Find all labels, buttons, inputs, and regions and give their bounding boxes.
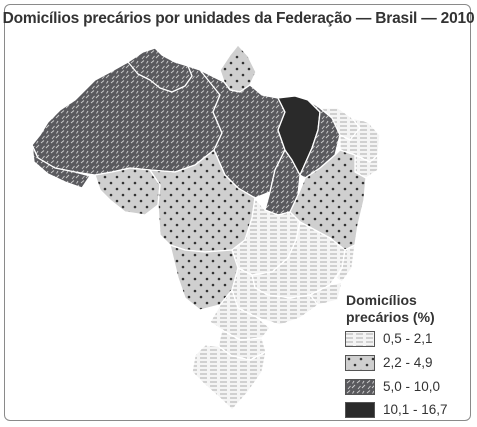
region-parana: [209, 289, 271, 341]
region-amazonas: [31, 47, 223, 176]
legend-title-line1: Domicílios: [346, 292, 417, 308]
legend-title-line2: precários (%): [346, 309, 435, 325]
legend-title: Domicílios precários (%): [346, 292, 456, 326]
legend-label: 0,5 - 2,1: [383, 331, 433, 346]
region-rio-grande-sul: [191, 344, 267, 411]
legend-swatch-dots: [345, 355, 375, 371]
legend-swatch-solid: [345, 402, 375, 418]
legend-label: 5,0 - 10,0: [383, 379, 441, 394]
legend-swatch-dashes: [345, 379, 375, 395]
legend-label: 2,2 - 4,9: [383, 355, 433, 370]
region-roraima: [127, 47, 193, 93]
region-rondonia: [94, 167, 161, 216]
legend-label: 10,1 - 16,7: [383, 402, 448, 417]
legend-swatch-hlines: [345, 331, 375, 347]
region-acre: [31, 144, 91, 189]
map-title: Domicílios precários por unidades da Fed…: [2, 10, 475, 27]
